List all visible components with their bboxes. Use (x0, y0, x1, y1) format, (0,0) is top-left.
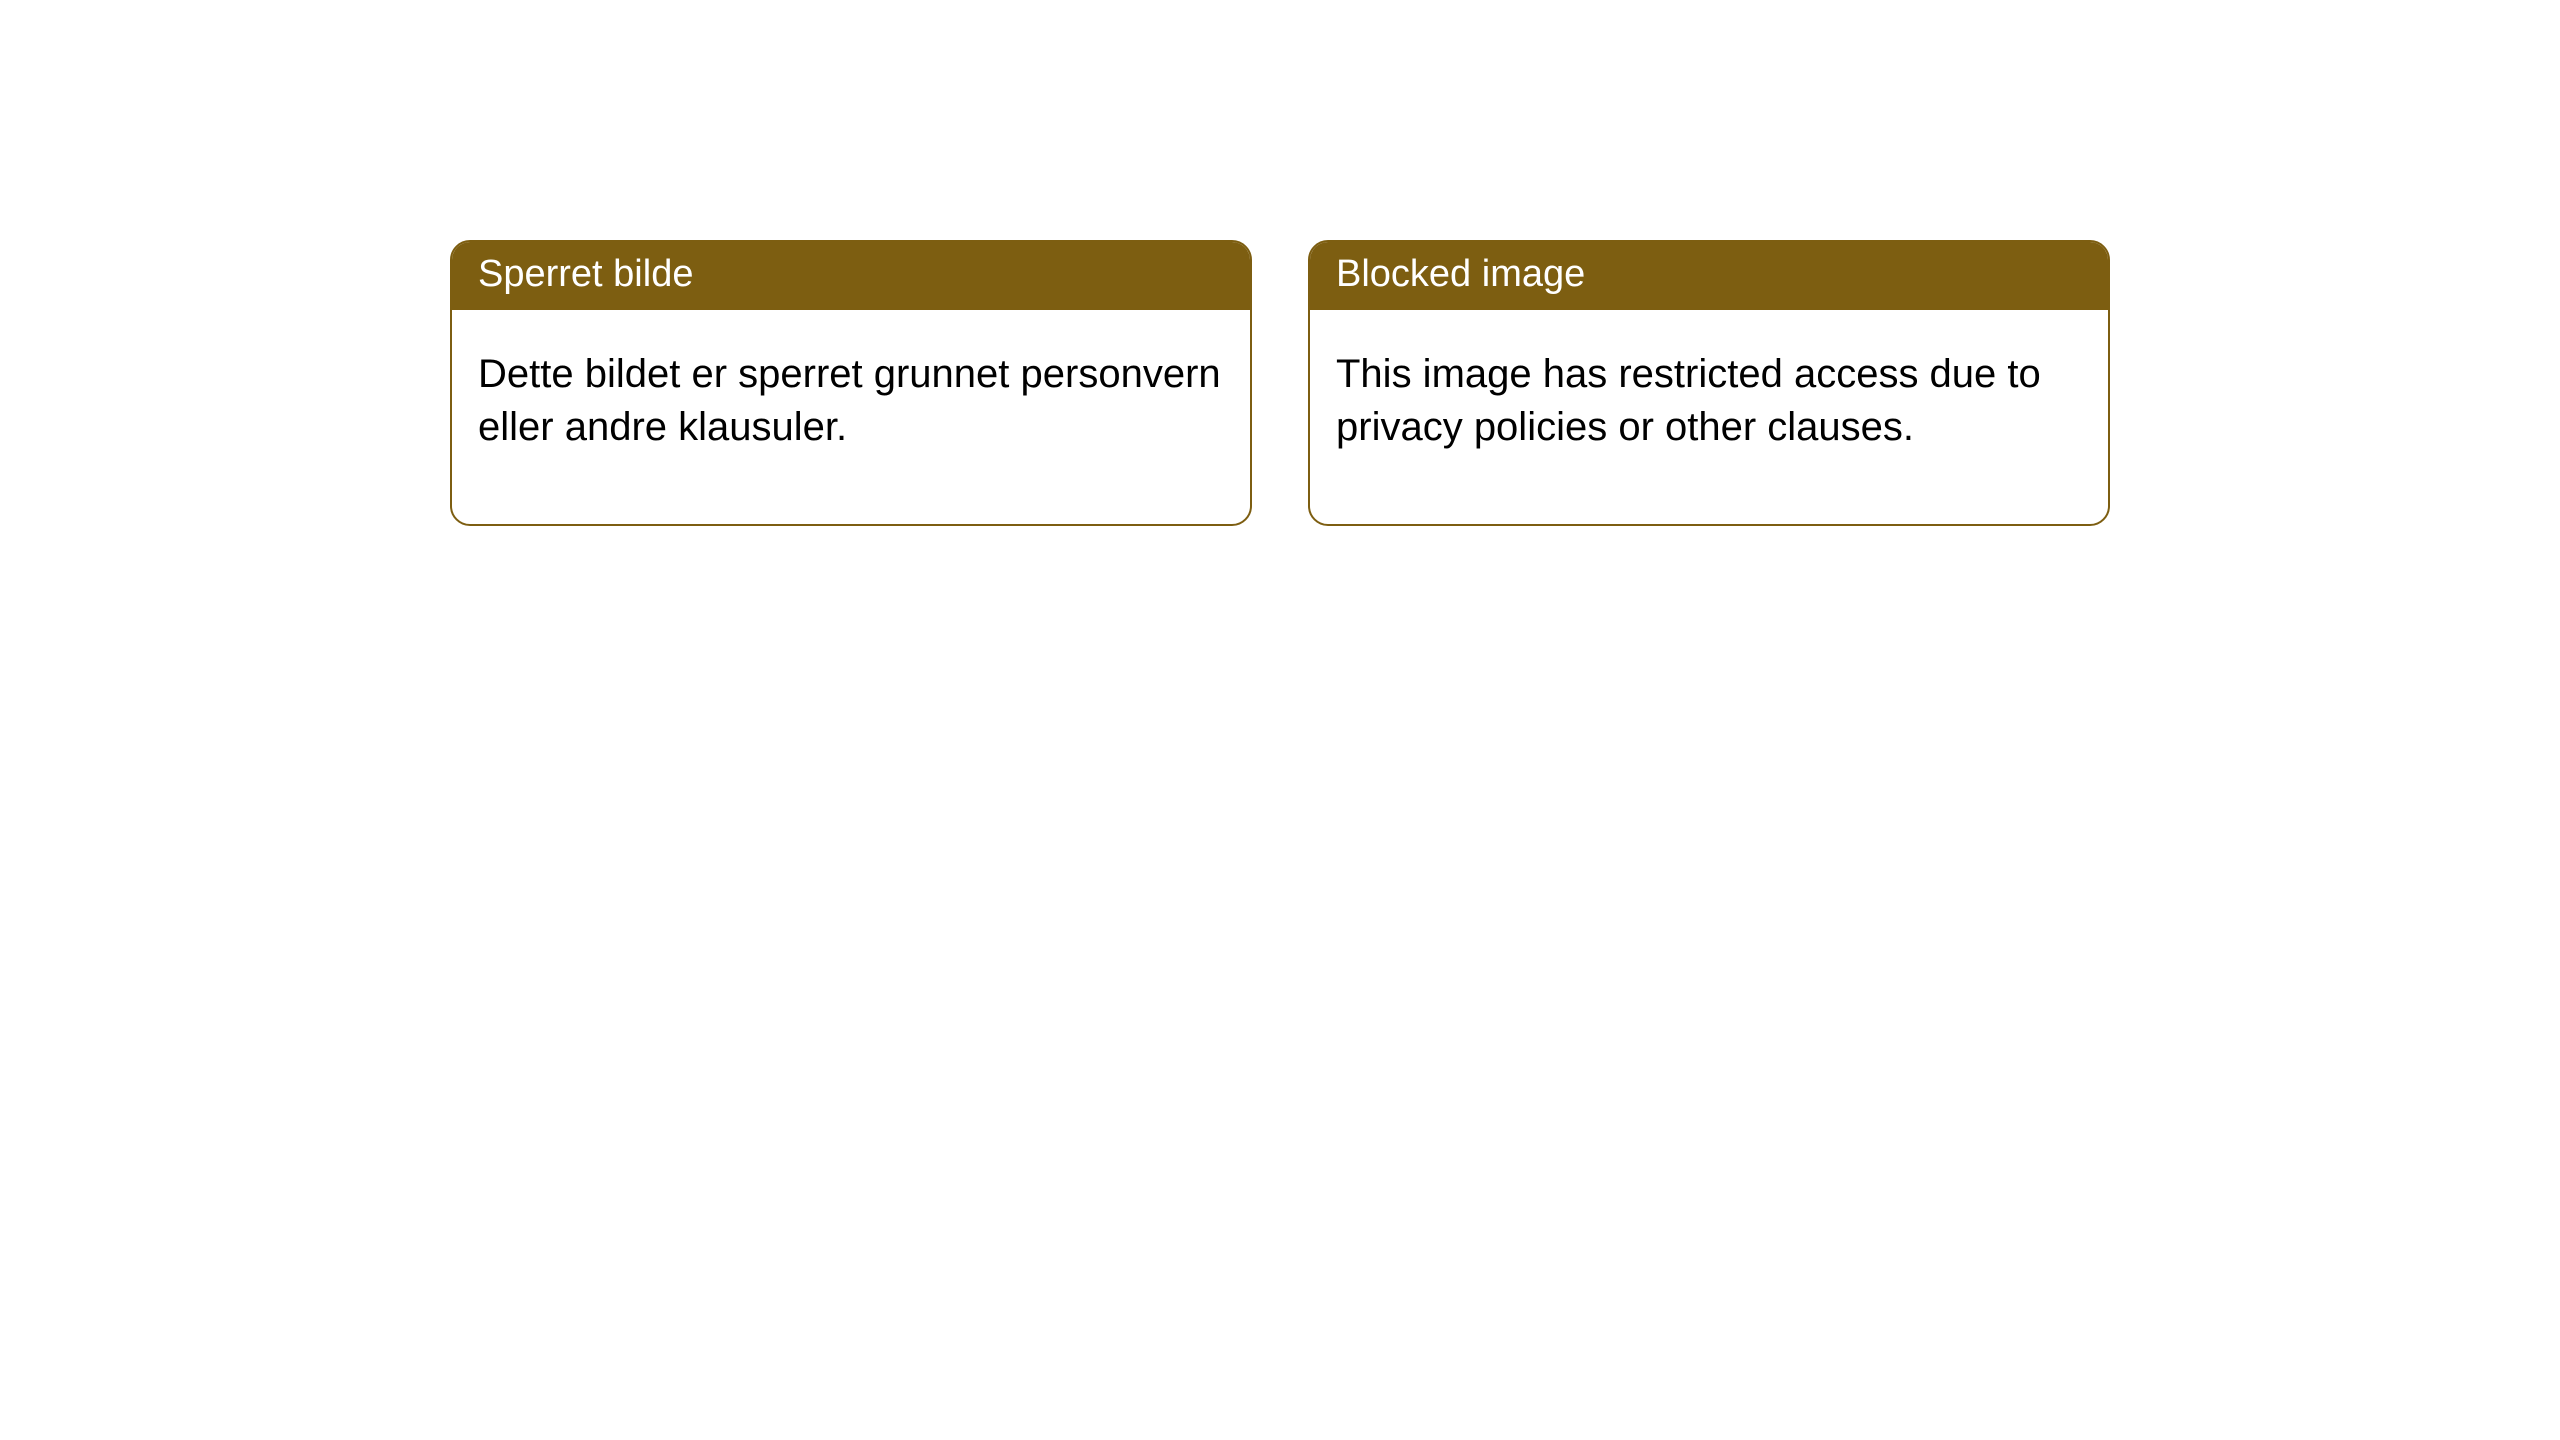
blocked-image-card-en: Blocked image This image has restricted … (1308, 240, 2110, 526)
card-body-text: Dette bildet er sperret grunnet personve… (478, 352, 1221, 449)
card-body-text: This image has restricted access due to … (1336, 352, 2041, 449)
card-header: Sperret bilde (452, 242, 1250, 310)
card-title: Sperret bilde (478, 253, 693, 295)
card-body: Dette bildet er sperret grunnet personve… (452, 310, 1250, 524)
card-body: This image has restricted access due to … (1310, 310, 2108, 524)
card-header: Blocked image (1310, 242, 2108, 310)
blocked-image-card-no: Sperret bilde Dette bildet er sperret gr… (450, 240, 1252, 526)
card-title: Blocked image (1336, 253, 1585, 295)
notice-cards-row: Sperret bilde Dette bildet er sperret gr… (0, 0, 2560, 526)
